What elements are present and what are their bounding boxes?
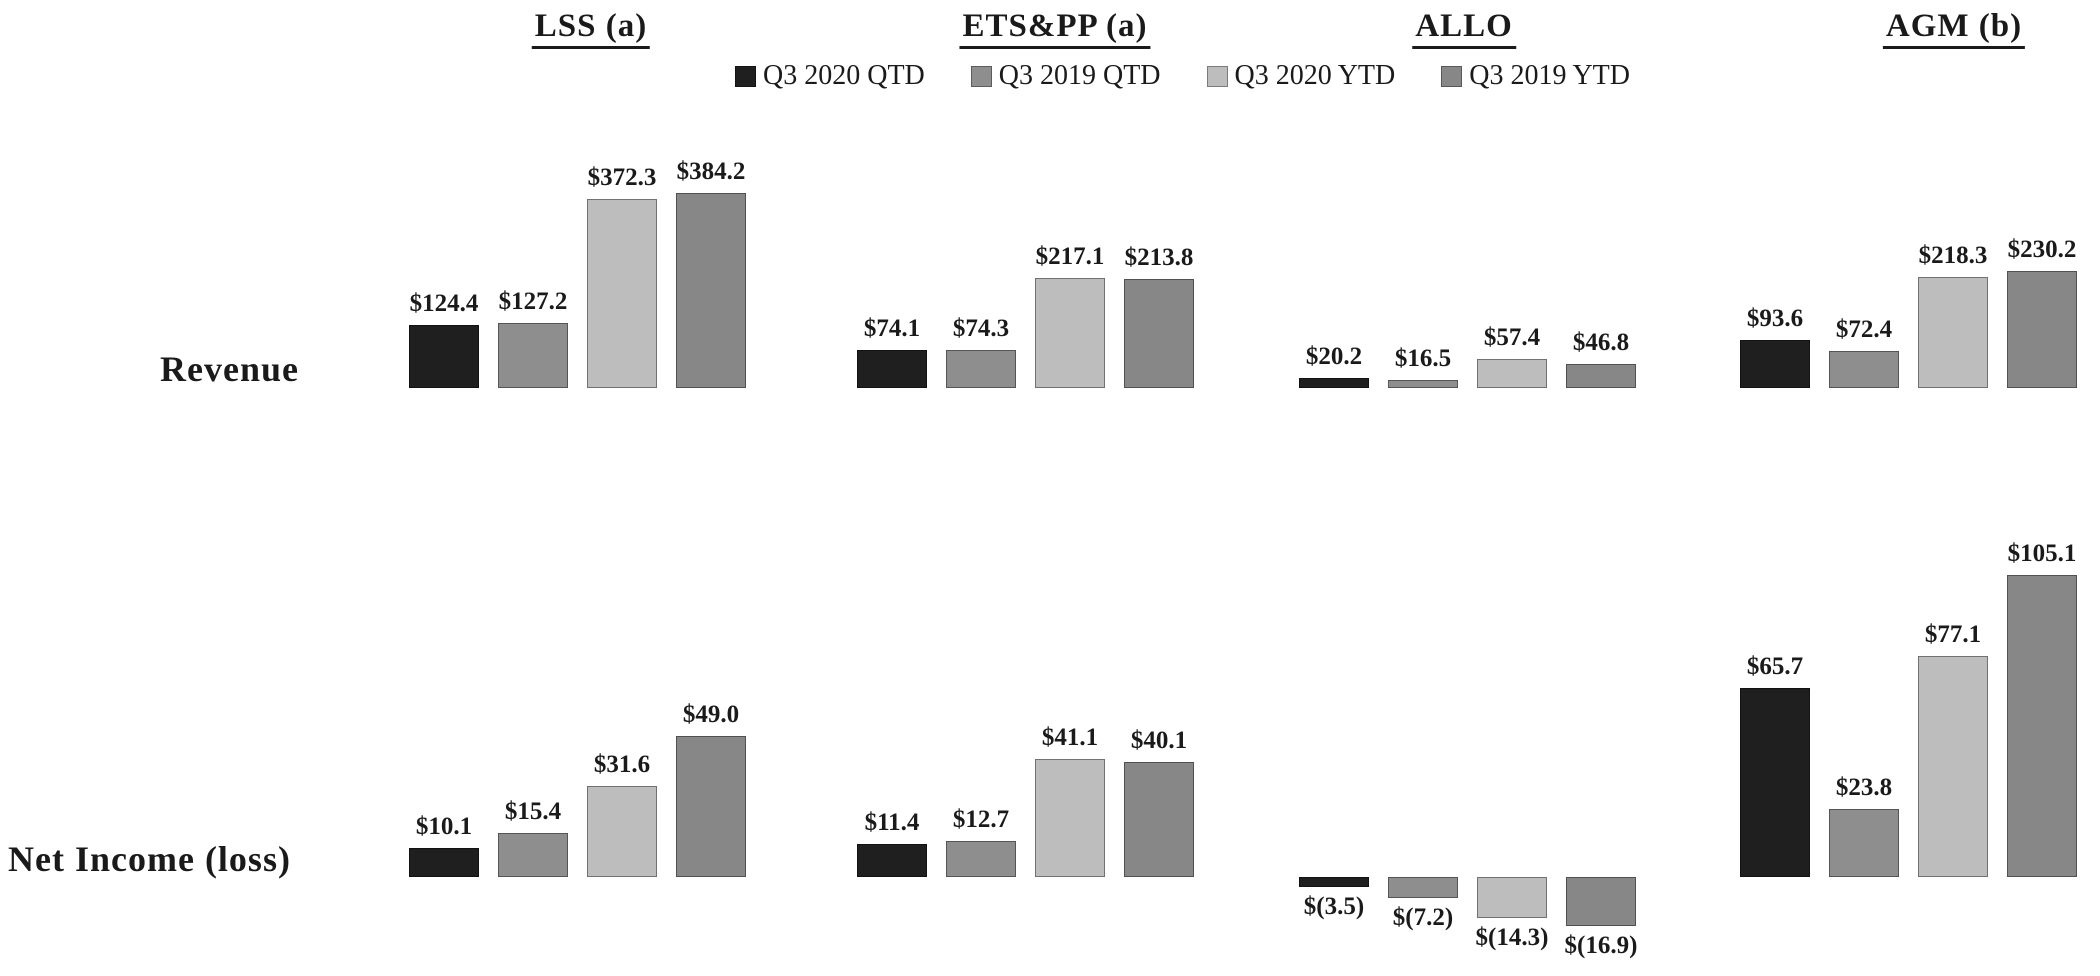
bar-value-label: $124.4 [409, 289, 479, 317]
bar-value-label: $(7.2) [1392, 903, 1454, 931]
bar [1299, 877, 1369, 888]
bar [1918, 277, 1988, 388]
bar [1566, 877, 1636, 926]
bar-value-label: $77.1 [1924, 620, 1982, 648]
segment-header-etspp: ETS&PP (a) [959, 8, 1151, 49]
legend-item: Q3 2020 YTD [1206, 60, 1396, 91]
bar-value-label: $16.5 [1394, 344, 1452, 372]
row-label-net-income: Net Income (loss) [8, 839, 291, 879]
bar [1035, 277, 1105, 388]
bar-value-label: $93.6 [1746, 305, 1804, 333]
legend-swatch [970, 65, 992, 87]
bar [587, 786, 657, 877]
bar [946, 840, 1016, 877]
bar [1388, 877, 1458, 898]
bar-value-label: $(14.3) [1475, 924, 1549, 952]
bar [1477, 877, 1547, 919]
bar-value-label: $74.3 [952, 315, 1010, 343]
bar [857, 844, 927, 877]
bar [1388, 379, 1458, 388]
segment-header-agm: AGM (b) [1882, 8, 2026, 49]
bar [676, 736, 746, 877]
bar-value-label: $65.7 [1746, 653, 1804, 681]
bar-value-label: $74.1 [863, 315, 921, 343]
bar-value-label: $31.6 [593, 751, 651, 779]
bar-value-label: $105.1 [2007, 540, 2077, 568]
bar-value-label: $57.4 [1483, 323, 1541, 351]
bar-value-label: $11.4 [864, 809, 920, 837]
segment-header-lss: LSS (a) [531, 8, 651, 49]
bar [587, 199, 657, 388]
bar [1740, 688, 1810, 877]
legend-label: Q3 2020 QTD [763, 60, 925, 91]
legend-label: Q3 2020 YTD [1234, 60, 1396, 91]
bar [2007, 271, 2077, 388]
legend-label: Q3 2019 QTD [998, 60, 1161, 91]
bar [2007, 575, 2077, 877]
legend-swatch [1206, 65, 1228, 87]
bar [1566, 364, 1636, 388]
bar-value-label: $40.1 [1130, 726, 1188, 754]
bar-value-label: $20.2 [1305, 342, 1363, 370]
bar [1477, 358, 1547, 388]
bar [1829, 808, 1899, 877]
legend-item: Q3 2020 QTD [735, 62, 925, 90]
bar-value-label: $12.7 [952, 805, 1010, 833]
bar-value-label: $127.2 [498, 288, 568, 316]
bar [1124, 761, 1194, 877]
bar [498, 323, 568, 388]
bar-value-label: $15.4 [504, 797, 562, 825]
bar-value-label: $41.1 [1041, 724, 1099, 752]
bar [1124, 279, 1194, 388]
bar [1035, 759, 1105, 877]
bar-value-label: $(3.5) [1303, 893, 1365, 921]
bar-value-label: $46.8 [1572, 329, 1630, 357]
bar-value-label: $10.1 [415, 813, 473, 840]
legend: Q3 2020 QTD Q3 2019 QTD Q3 2020 YTD Q3 2019… [735, 62, 1630, 90]
bar-value-label: $72.4 [1835, 316, 1893, 344]
legend-swatch [735, 65, 756, 87]
bar [1740, 340, 1810, 388]
legend-swatch [1441, 65, 1463, 87]
legend-item: Q3 2019 QTD [970, 60, 1161, 91]
bar-value-label: $49.0 [682, 701, 740, 729]
segment-header-allo: ALLO [1412, 8, 1516, 49]
bar [857, 350, 927, 388]
bar [1299, 377, 1369, 388]
bar [409, 324, 479, 388]
bar [946, 350, 1016, 388]
bar [1918, 655, 1988, 877]
bar [498, 832, 568, 877]
legend-item: Q3 2019 YTD [1441, 62, 1630, 90]
bar-value-label: $23.8 [1835, 773, 1893, 801]
bar-value-label: $217.1 [1035, 242, 1105, 270]
bar-value-label: $(16.9) [1564, 931, 1638, 959]
bar [1829, 351, 1899, 388]
bar-value-label: $230.2 [2007, 236, 2077, 264]
bar-value-label: $372.3 [587, 164, 657, 192]
legend-label: Q3 2019 YTD [1469, 60, 1630, 91]
bar-value-label: $218.3 [1918, 242, 1988, 270]
bar-value-label: $213.8 [1124, 244, 1194, 272]
bar [409, 848, 479, 877]
bar [676, 193, 746, 388]
bar-value-label: $384.2 [676, 158, 746, 186]
row-label-revenue: Revenue [160, 349, 299, 389]
